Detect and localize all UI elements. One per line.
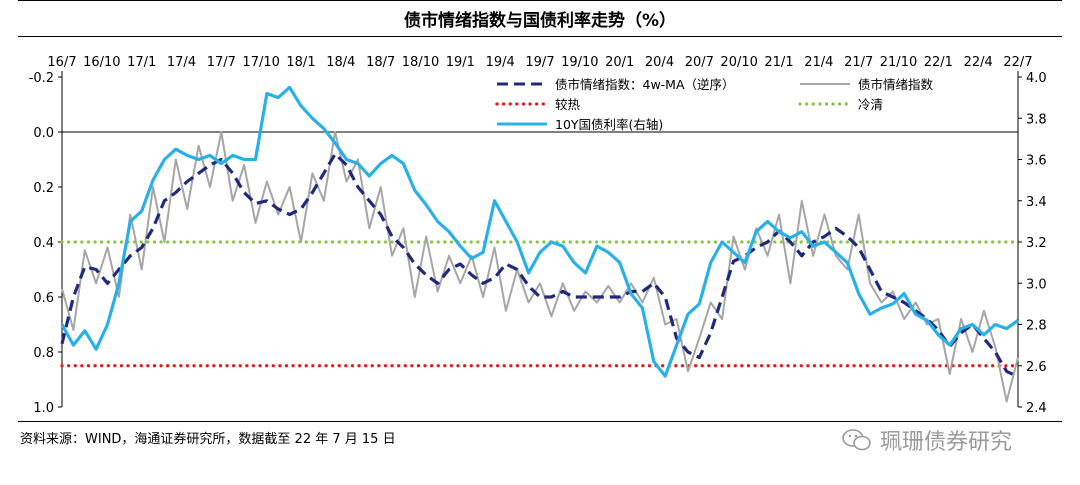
x-tick-label: 17/1 (127, 55, 156, 70)
right-tick-label: 2.8 (1026, 319, 1047, 334)
title-top-rule (18, 0, 1062, 1)
axis-labels: 16/7 16/10 17/1 17/4 17/7 17/10 18/1 18/4 18/7 18… (29, 55, 1047, 416)
x-tick-label: 21/1 (764, 55, 793, 70)
right-tick-label: 4.0 (1026, 71, 1047, 86)
legend-label-cold: 冷清 (858, 97, 883, 112)
x-tick-label: 21/7 (844, 55, 873, 70)
reference-lines (60, 240, 1020, 368)
x-tick-label: 20/1 (605, 55, 634, 70)
series-layer (60, 85, 1019, 403)
x-tick-label: 19/1 (446, 55, 475, 70)
x-tick-label: 20/7 (685, 55, 714, 70)
left-tick-label: 0.2 (33, 181, 54, 196)
wechat-icon (842, 429, 871, 451)
right-tick-label: 3.0 (1026, 277, 1047, 292)
watermark-text: 珮珊债券研究 (880, 430, 1013, 455)
legend-label-index: 债市情绪指数 (858, 77, 934, 92)
x-tick-label: 17/10 (242, 55, 279, 70)
series-line-ma (60, 152, 1019, 379)
x-tick-label: 17/7 (207, 55, 236, 70)
x-tick-label: 20/4 (645, 55, 674, 70)
left-tick-label: 1.0 (33, 401, 54, 416)
right-tick-label: 3.6 (1026, 154, 1047, 169)
legend-label-yield: 10Y国债利率(右轴) (555, 117, 663, 132)
left-tick-label: -0.2 (29, 71, 54, 86)
x-tick-label: 18/7 (366, 55, 395, 70)
chart-title: 债市情绪指数与国债利率走势（%） (403, 11, 677, 31)
chart: 16/7 16/10 17/1 17/4 17/7 17/10 18/1 18/4 18/7 18… (29, 55, 1047, 416)
x-tick-label: 18/4 (326, 55, 355, 70)
left-tick-label: 0.8 (33, 346, 54, 361)
right-tick-label: 2.6 (1026, 360, 1047, 375)
x-tick-label: 16/10 (83, 55, 120, 70)
left-tick-label: 0.6 (33, 291, 54, 306)
watermark: 珮珊债券研究 (842, 424, 1012, 456)
x-tick-label: 22/1 (924, 55, 953, 70)
right-tick-label: 3.2 (1026, 236, 1047, 251)
x-tick-label: 22/4 (964, 55, 993, 70)
source-note: 资料来源：WIND，海通证券研究所，数据截至 22 年 7 月 15 日 (20, 432, 396, 447)
x-tick-label: 22/7 (1003, 55, 1032, 70)
series-line-index (61, 131, 1019, 403)
x-tick-label: 17/4 (167, 55, 196, 70)
title-bottom-rule (18, 36, 1062, 37)
legend-label-hot: 较热 (555, 97, 581, 112)
x-tick-label: 19/10 (561, 55, 598, 70)
right-tick-label: 3.4 (1026, 195, 1047, 210)
footer-rule (18, 421, 1062, 422)
x-tick-label: 18/1 (286, 55, 315, 70)
legend-label-ma: 债市情绪指数：4w-MA（逆序） (555, 77, 735, 92)
series-line-yield (60, 85, 1019, 378)
x-tick-label: 19/4 (486, 55, 515, 70)
x-tick-label: 16/7 (47, 55, 76, 70)
right-tick-label: 3.8 (1026, 112, 1047, 127)
x-tick-label: 21/4 (804, 55, 833, 70)
left-tick-label: 0.4 (33, 236, 54, 251)
x-tick-label: 18/10 (402, 55, 439, 70)
left-tick-label: 0.0 (33, 126, 54, 141)
x-tick-label: 19/7 (525, 55, 554, 70)
x-tick-label: 21/10 (880, 55, 917, 70)
x-tick-label: 20/10 (720, 55, 757, 70)
right-tick-label: 2.4 (1026, 401, 1047, 416)
axis-lines (58, 71, 1022, 408)
